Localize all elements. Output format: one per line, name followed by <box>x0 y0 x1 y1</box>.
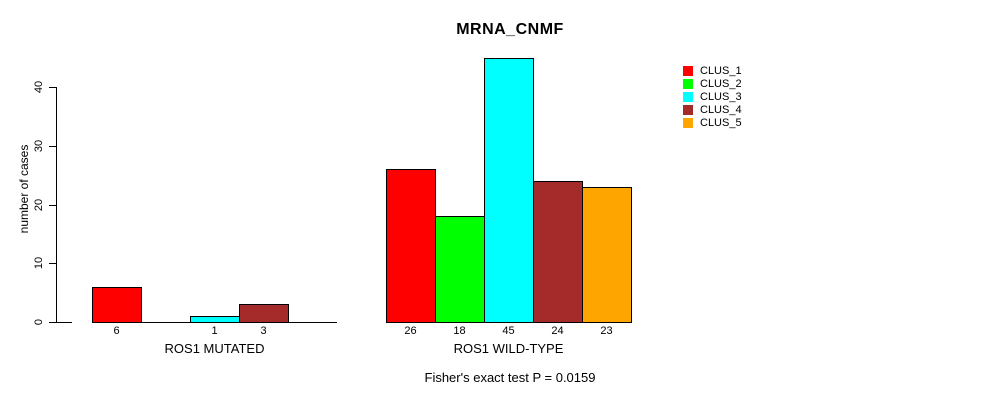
bar-value-label: 23 <box>600 325 613 337</box>
bar-clus_4-group1 <box>239 304 289 323</box>
legend-item-clus_3: CLUS_3 <box>683 90 742 103</box>
bar-clus_3-group1 <box>190 316 240 323</box>
bar-value-label: 1 <box>211 325 218 337</box>
legend-label: CLUS_1 <box>700 64 742 77</box>
legend-swatch-clus_1 <box>683 65 693 76</box>
y-axis-line <box>56 87 57 323</box>
y-axis-tick <box>49 263 56 264</box>
y-axis-tick <box>49 322 56 323</box>
y-axis-tick <box>49 146 56 147</box>
bar-value-label: 3 <box>260 325 267 337</box>
bar-clus_5-group2 <box>582 187 632 323</box>
legend-item-clus_2: CLUS_2 <box>683 77 742 90</box>
legend-swatch-clus_4 <box>683 104 693 115</box>
y-axis-tick-label: 40 <box>33 80 45 94</box>
bar-clus_2-group2 <box>435 216 485 323</box>
bar-value-label: 18 <box>453 325 466 337</box>
y-axis-label: number of cases <box>17 144 31 234</box>
legend-item-clus_1: CLUS_1 <box>683 64 742 77</box>
x-axis-stub <box>56 322 72 323</box>
y-axis-tick-label: 20 <box>33 198 45 212</box>
y-axis-tick <box>49 205 56 206</box>
y-axis-tick-label: 30 <box>33 139 45 153</box>
legend-swatch-clus_5 <box>683 117 693 128</box>
bar-value-label: 6 <box>113 325 120 337</box>
y-axis-tick <box>49 87 56 88</box>
bar-value-label: 45 <box>502 325 515 337</box>
group-label: ROS1 WILD-TYPE <box>453 341 564 356</box>
legend-swatch-clus_2 <box>683 78 693 89</box>
legend-label: CLUS_3 <box>700 90 742 103</box>
legend-label: CLUS_2 <box>700 77 742 90</box>
bar-value-label: 24 <box>551 325 564 337</box>
bar-clus_3-group2 <box>484 58 534 323</box>
bar-clus_1-group1 <box>92 287 142 323</box>
group-label: ROS1 MUTATED <box>164 341 265 356</box>
legend-swatch-clus_3 <box>683 91 693 102</box>
legend-label: CLUS_5 <box>700 116 742 129</box>
bar-clus_4-group2 <box>533 181 583 323</box>
legend-item-clus_4: CLUS_4 <box>683 103 742 116</box>
bar-value-label: 26 <box>404 325 417 337</box>
legend-item-clus_5: CLUS_5 <box>683 116 742 129</box>
bar-clus_1-group2 <box>386 169 436 323</box>
y-axis-tick-label: 10 <box>33 256 45 270</box>
y-axis-tick-label: 0 <box>33 318 45 326</box>
fisher-test-annotation: Fisher's exact test P = 0.0159 <box>424 370 596 385</box>
legend-label: CLUS_4 <box>700 103 742 116</box>
chart-title: MRNA_CNMF <box>456 21 564 38</box>
